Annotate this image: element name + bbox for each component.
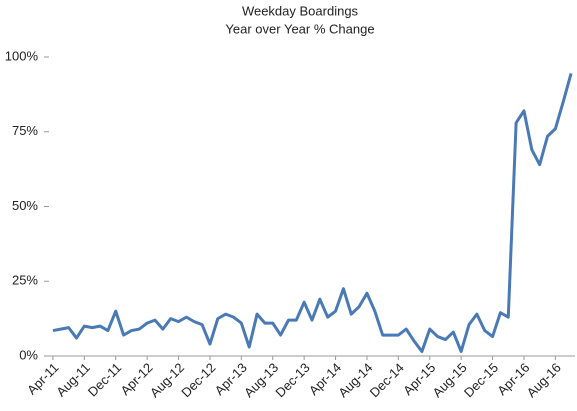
y-tick-label: 25% xyxy=(12,273,38,288)
x-tick-label: Aug-13 xyxy=(241,360,281,400)
line-series xyxy=(52,73,573,354)
y-tick-label: 75% xyxy=(12,123,38,138)
x-tick-label: Aug-15 xyxy=(429,360,469,400)
chart-subtitle: Year over Year % Change xyxy=(225,21,374,36)
y-tick-label: 0% xyxy=(19,347,38,362)
y-tick-label: 100% xyxy=(5,48,39,63)
x-tick-label: Aug-14 xyxy=(335,360,375,400)
x-tick-label: Dec-12 xyxy=(178,360,218,400)
x-tick-label: Aug-12 xyxy=(147,360,187,400)
x-tick-label: Dec-14 xyxy=(367,360,407,400)
y-tick-label: 50% xyxy=(12,198,38,213)
x-tick-label: Aug-16 xyxy=(524,360,564,400)
x-tick-label: Dec-13 xyxy=(272,360,312,400)
x-tick-label: Dec-15 xyxy=(461,360,501,400)
chart-title: Weekday Boardings xyxy=(242,3,359,18)
x-tick-label: Aug-11 xyxy=(53,360,93,400)
x-tick-label: Dec-11 xyxy=(85,360,125,400)
